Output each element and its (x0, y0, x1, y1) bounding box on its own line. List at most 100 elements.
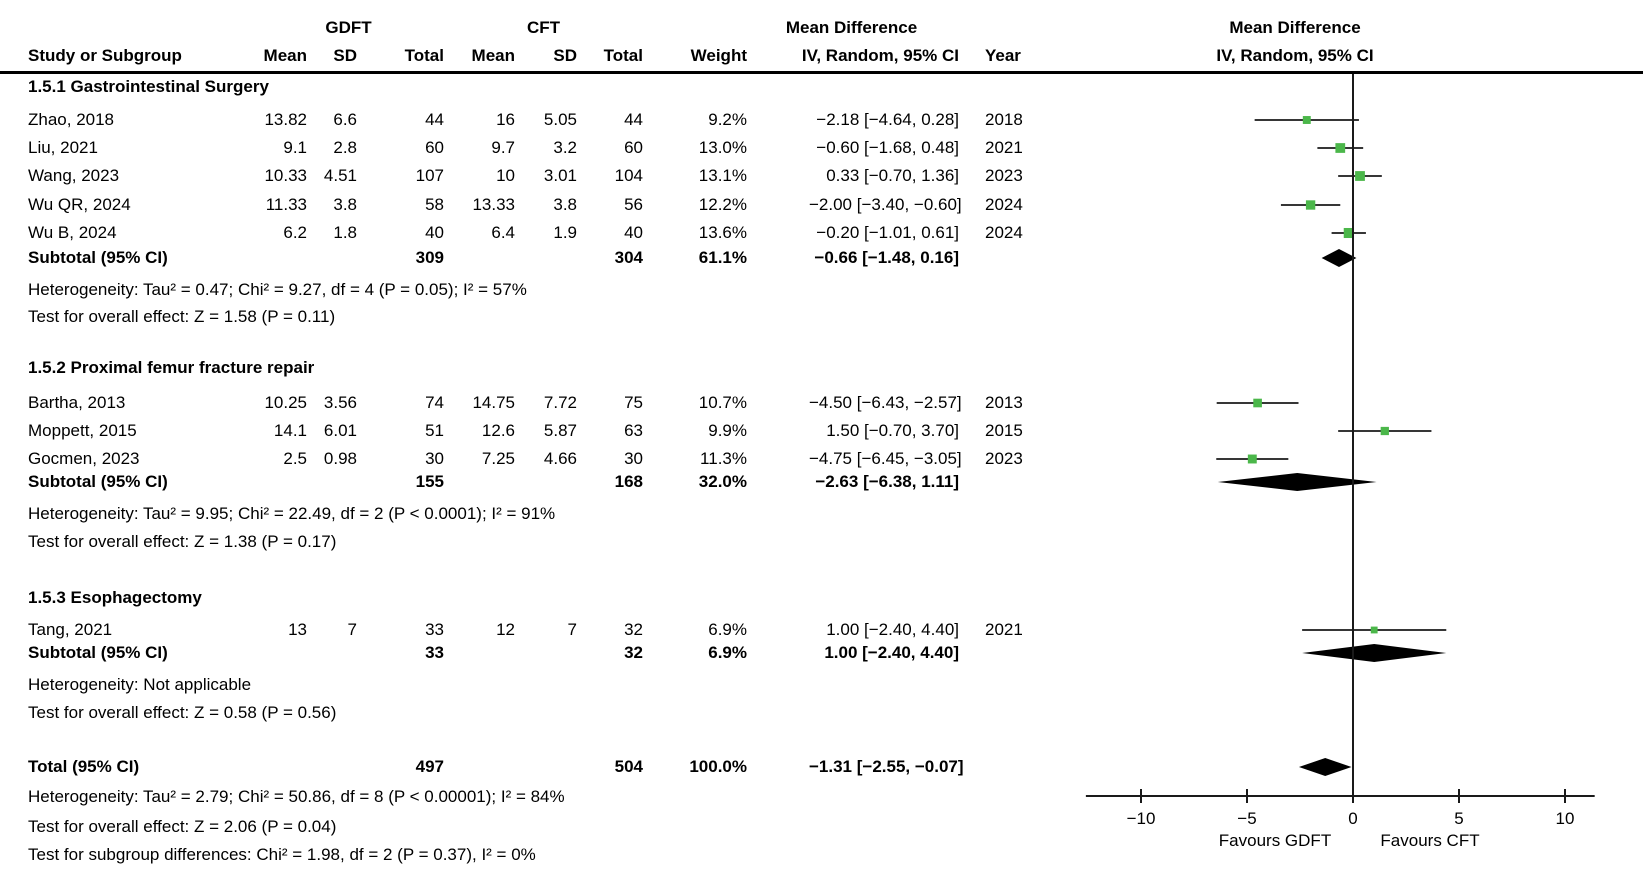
favours-left-label: Favours GDFT (1219, 831, 1331, 850)
year-value: 2013 (985, 393, 1023, 412)
subtotal-diamond (1217, 473, 1377, 491)
cft-sd: 1.9 (553, 223, 577, 242)
gdft-sd: 4.51 (323, 166, 357, 185)
cft-total: 504 (614, 757, 643, 776)
gdft-total: 40 (425, 223, 444, 242)
cft-total: 304 (614, 248, 643, 267)
study-name: Zhao, 2018 (28, 110, 115, 129)
subgroup-title: 1.5.1 Gastrointestinal Surgery (28, 77, 269, 96)
subtotal-diamond (1321, 249, 1357, 267)
gdft-mean: 6.2 (283, 223, 307, 242)
gdft-total: 497 (415, 757, 444, 776)
cft-mean: 10 (496, 166, 515, 185)
subtotal-row: Subtotal (95% CI) 155 168 32.0% −2.63 [−6.38… (0, 469, 1040, 495)
cft-sd: 7.72 (543, 393, 577, 412)
weight-value: 10.7% (698, 393, 747, 412)
plot-header-title: Mean Difference (1229, 18, 1361, 37)
subgroup-heading: 1.5.2 Proximal femur fracture repair (0, 355, 1040, 381)
cft-mean: 16 (496, 110, 515, 129)
subtotal-row: Subtotal (95% CI) 309 304 61.1% −0.66 [−1.48… (0, 245, 1040, 271)
md-ci-value: −0.20 [−1.01, 0.61] (816, 223, 959, 242)
md-ci-value: −2.63 [−6.38, 1.11] (815, 472, 959, 491)
gdft-total: 51 (425, 421, 444, 440)
tick-label: −5 (1237, 809, 1256, 828)
cft-mean: 7.25 (481, 449, 515, 468)
weight-value: 9.9% (708, 421, 747, 440)
gdft-sd: 3.8 (333, 195, 357, 214)
weight-value: 13.0% (698, 138, 747, 157)
cft-total: 60 (624, 138, 643, 157)
heterogeneity-note-text: Heterogeneity: Not applicable (28, 675, 252, 694)
gdft-total: 33 (425, 620, 444, 639)
study-row: Zhao, 2018 13.82 6.6 44 16 5.05 44 9.2% −2.18 [−… (0, 107, 1040, 133)
cft-total: 32 (624, 620, 643, 639)
effect-marker (1355, 171, 1365, 181)
study-name: Moppett, 2015 (28, 421, 137, 440)
tick-label: 5 (1454, 809, 1463, 828)
cft-total: 40 (624, 223, 643, 242)
weight-value: 13.1% (698, 166, 747, 185)
gdft-sd: 0.98 (323, 449, 357, 468)
study-row: Wu QR, 2024 11.33 3.8 58 13.33 3.8 56 12.2% −2.0… (0, 192, 1040, 218)
footnote-text: Heterogeneity: Tau² = 2.79; Chi² = 50.86… (28, 787, 565, 806)
gdft-mean: 10.33 (264, 166, 307, 185)
gdft-sd-header: SD (333, 46, 357, 65)
subgroup-title: 1.5.2 Proximal femur fracture repair (28, 358, 315, 377)
study-name: Wu B, 2024 (28, 223, 117, 242)
footnote: Test for overall effect: Z = 2.06 (P = 0… (0, 814, 1040, 840)
study-name: Bartha, 2013 (28, 393, 126, 412)
study-name: Wang, 2023 (28, 166, 120, 185)
header-rule (0, 71, 1643, 74)
gdft-total-header: Total (404, 46, 444, 65)
gdft-sd: 1.8 (333, 223, 357, 242)
study-row: Tang, 2021 13 7 33 12 7 32 6.9% 1.00 [−2.40, 4.4… (0, 617, 1040, 643)
gdft-sd: 3.56 (323, 393, 357, 412)
cft-mean: 12.6 (481, 421, 515, 440)
year-value: 2021 (985, 138, 1023, 157)
effect-marker (1305, 200, 1316, 210)
group2-header: CFT (526, 18, 561, 37)
weight-value: 6.9% (708, 643, 747, 662)
gdft-sd: 6.6 (333, 110, 357, 129)
study-name: Liu, 2021 (28, 138, 98, 157)
effect-marker (1380, 426, 1389, 436)
study-row: Gocmen, 2023 2.5 0.98 30 7.25 4.66 30 11.3% −4.7… (0, 446, 1040, 472)
overall-effect-note: Test for overall effect: Z = 1.58 (P = 0… (0, 304, 1040, 330)
gdft-mean: 13 (288, 620, 307, 639)
gdft-total: 30 (425, 449, 444, 468)
subgroup-title: 1.5.3 Esophagectomy (28, 588, 202, 607)
heterogeneity-note: Heterogeneity: Not applicable (0, 672, 1040, 698)
overall-effect-note-text: Test for overall effect: Z = 0.58 (P = 0… (28, 703, 337, 722)
pooled-label: Subtotal (95% CI) (28, 248, 168, 267)
year-value: 2021 (985, 620, 1023, 639)
study-name: Tang, 2021 (28, 620, 113, 639)
year-value: 2015 (985, 421, 1023, 440)
study-name: Wu QR, 2024 (28, 195, 131, 214)
weight-value: 6.9% (708, 620, 747, 639)
forest-plot-panel: −10 −5 0 5 10 Favours GDFT Favours CFT (1085, 74, 1595, 850)
subgroup-heading: 1.5.3 Esophagectomy (0, 585, 1040, 611)
cft-mean: 12 (496, 620, 515, 639)
cft-mean: 13.33 (472, 195, 515, 214)
tick-label: −10 (1127, 809, 1156, 828)
cft-mean: 6.4 (491, 223, 515, 242)
overall-effect-note: Test for overall effect: Z = 0.58 (P = 0… (0, 700, 1040, 726)
gdft-total: 74 (425, 393, 444, 412)
total-row: Total (95% CI) 497 504 100.0% −1.31 [−2.55, … (0, 754, 1040, 780)
md-ci-value: 1.00 [−2.40, 4.40] (824, 643, 959, 662)
gdft-mean: 10.25 (264, 393, 307, 412)
gdft-mean: 14.1 (273, 421, 307, 440)
md-ci-value: −2.00 [−3.40, −0.60] (809, 195, 962, 214)
footnote-text: Test for subgroup differences: Chi² = 1.… (28, 845, 536, 864)
year-header: Year (985, 46, 1021, 65)
cft-mean-header: Mean (471, 46, 515, 65)
gdft-total: 60 (425, 138, 444, 157)
cft-sd: 3.01 (543, 166, 577, 185)
md-header-title: Mean Difference (785, 18, 918, 37)
weight-value: 13.6% (698, 223, 747, 242)
study-row: Wu B, 2024 6.2 1.8 40 6.4 1.9 40 13.6% −0.20 [−1… (0, 220, 1040, 246)
gdft-total: 107 (415, 166, 444, 185)
year-value: 2023 (985, 449, 1023, 468)
cft-sd: 7 (567, 620, 577, 639)
pooled-label: Subtotal (95% CI) (28, 472, 168, 491)
